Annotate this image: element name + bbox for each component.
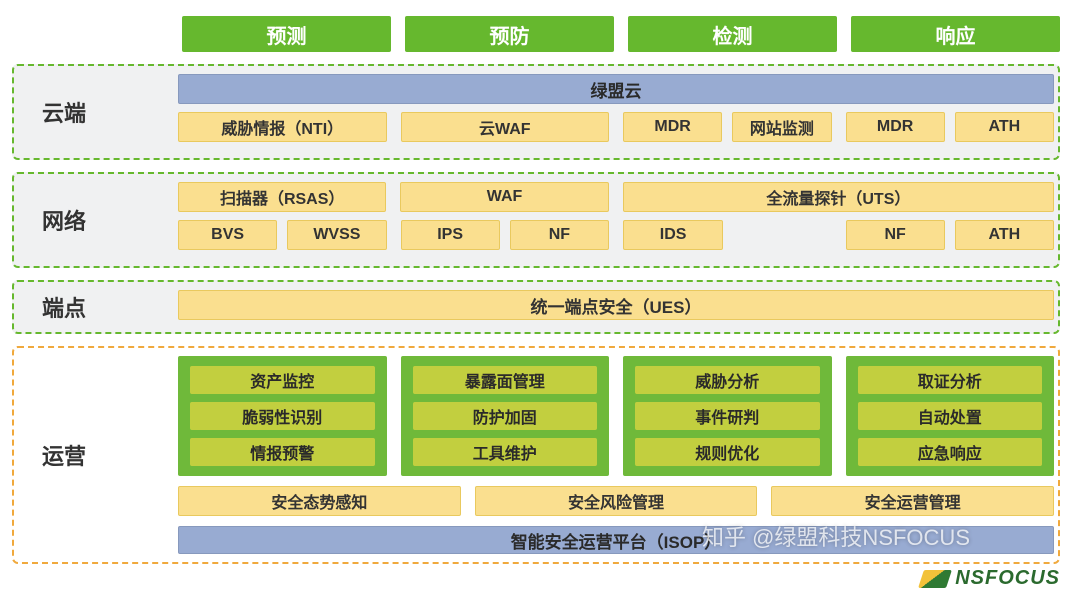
ops-isop: 智能安全运营平台（ISOP） [178, 526, 1054, 554]
ops-three-1: 安全风险管理 [475, 486, 758, 516]
ops-2-0: 威胁分析 [635, 366, 820, 394]
ops-0-0: 资产监控 [190, 366, 375, 394]
row-ops: 运营 资产监控 脆弱性识别 情报预警 暴露面管理 防护加固 工具维护 威胁分析 … [12, 346, 1060, 564]
cloud-cwaf: 云WAF [401, 112, 610, 142]
row-label-endpoint: 端点 [14, 282, 178, 332]
ops-1-0: 暴露面管理 [413, 366, 598, 394]
brand-text: NSFOCUS [955, 567, 1060, 590]
ops-2-2: 规则优化 [635, 438, 820, 466]
ops-0-2: 情报预警 [190, 438, 375, 466]
brand-logo: NSFOCUS [921, 567, 1060, 590]
cloud-sitemon: 网站监测 [732, 112, 831, 142]
col-head-detect: 检测 [628, 16, 837, 52]
ops-col-2: 威胁分析 事件研判 规则优化 [623, 356, 832, 476]
ops-col-1: 暴露面管理 防护加固 工具维护 [401, 356, 610, 476]
ops-three-2: 安全运营管理 [771, 486, 1054, 516]
ops-three-0: 安全态势感知 [178, 486, 461, 516]
cloud-ath: ATH [955, 112, 1054, 142]
net-rsas: 扫描器（RSAS） [178, 182, 386, 212]
net-nf1: NF [510, 220, 609, 250]
col-head-prevent: 预防 [405, 16, 614, 52]
net-bvs: BVS [178, 220, 277, 250]
ops-col-0: 资产监控 脆弱性识别 情报预警 [178, 356, 387, 476]
net-ips: IPS [401, 220, 500, 250]
row-label-cloud: 云端 [14, 66, 178, 158]
net-wvss: WVSS [287, 220, 386, 250]
ops-col-3: 取证分析 自动处置 应急响应 [846, 356, 1055, 476]
net-waf: WAF [400, 182, 608, 212]
net-ids: IDS [623, 220, 723, 250]
endpoint-ues: 统一端点安全（UES） [178, 290, 1054, 320]
flag-icon [918, 570, 952, 588]
row-label-ops: 运营 [14, 348, 178, 562]
ops-1-2: 工具维护 [413, 438, 598, 466]
net-nf2: NF [846, 220, 945, 250]
row-endpoint: 端点 统一端点安全（UES） [12, 280, 1060, 334]
cloud-full-bar: 绿盟云 [178, 74, 1054, 104]
cloud-mdr2: MDR [846, 112, 945, 142]
ops-1-1: 防护加固 [413, 402, 598, 430]
cloud-nti: 威胁情报（NTI） [178, 112, 387, 142]
ops-0-1: 脆弱性识别 [190, 402, 375, 430]
net-ath: ATH [955, 220, 1054, 250]
row-cloud: 云端 绿盟云 威胁情报（NTI） 云WAF MDR 网站监测 MDR ATH [12, 64, 1060, 160]
cloud-mdr1: MDR [623, 112, 722, 142]
row-label-network: 网络 [14, 174, 178, 266]
net-empty [733, 220, 831, 250]
row-network: 网络 扫描器（RSAS） WAF 全流量探针（UTS） BVS WVSS IPS… [12, 172, 1060, 268]
ops-3-1: 自动处置 [858, 402, 1043, 430]
net-uts: 全流量探针（UTS） [623, 182, 1054, 212]
ops-3-0: 取证分析 [858, 366, 1043, 394]
col-head-respond: 响应 [851, 16, 1060, 52]
ops-2-1: 事件研判 [635, 402, 820, 430]
col-head-predict: 预测 [182, 16, 391, 52]
column-headers: 预测 预防 检测 响应 [182, 16, 1060, 52]
ops-3-2: 应急响应 [858, 438, 1043, 466]
